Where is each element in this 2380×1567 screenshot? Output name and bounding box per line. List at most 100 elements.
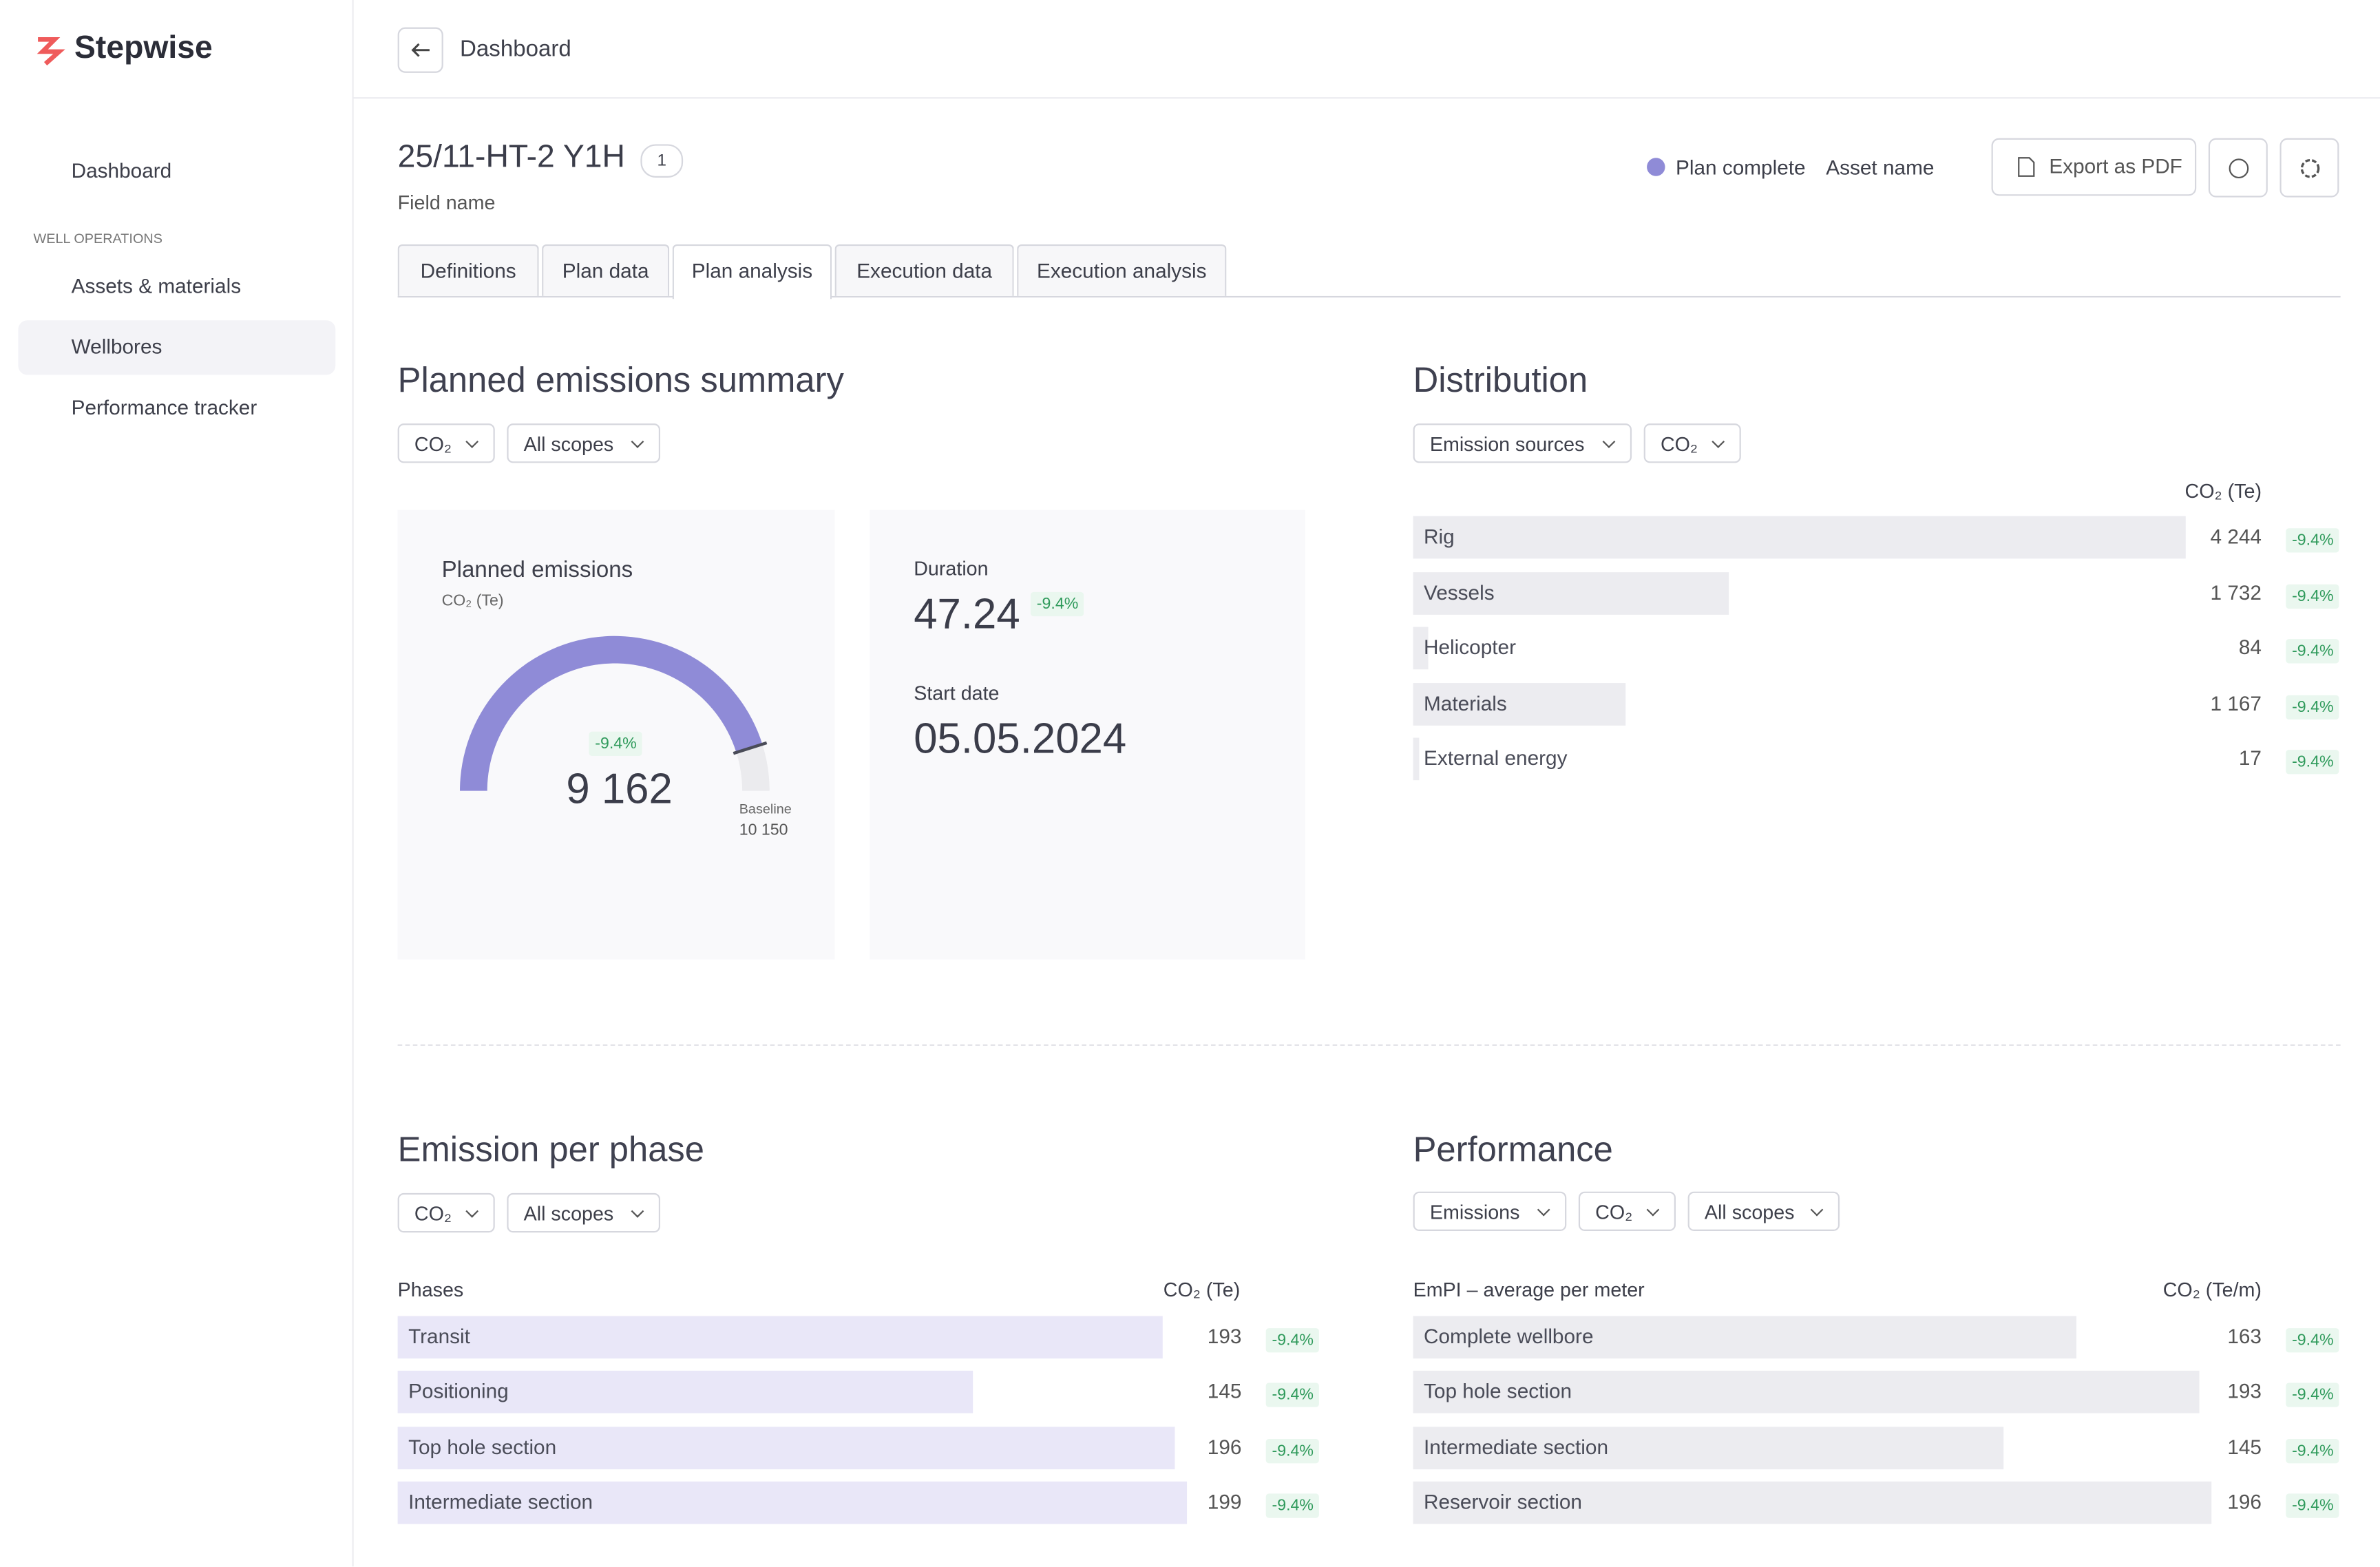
- row-value: 193: [1207, 1325, 1242, 1348]
- dropdown[interactable]: CO₂: [397, 423, 495, 463]
- row-label: Intermediate section: [408, 1490, 593, 1513]
- marker: [733, 741, 768, 755]
- divider: [352, 97, 2380, 99]
- start-value: 05.05.2024: [914, 715, 1127, 762]
- dropdown[interactable]: All scopes: [1687, 1191, 1840, 1232]
- row-value: 84: [2238, 635, 2262, 659]
- row-value: 145: [1207, 1380, 1242, 1403]
- bar: [1413, 1426, 2004, 1469]
- section-title: Distribution: [1413, 359, 1588, 399]
- dropdown[interactable]: CO₂: [397, 1192, 495, 1233]
- bar: [1413, 516, 2186, 559]
- change: -9.4%: [2286, 694, 2340, 719]
- row-label: Transit: [408, 1325, 470, 1348]
- nav-item[interactable]: Dashboard: [71, 159, 172, 182]
- start-label: Start date: [914, 681, 1000, 704]
- tab[interactable]: Plan data: [542, 244, 670, 296]
- dropdown[interactable]: CO₂: [1643, 423, 1741, 463]
- bar: [1413, 1316, 2077, 1359]
- logo: [36, 37, 65, 66]
- sidebar: [0, 0, 354, 1567]
- column-head: CO₂ (Te): [2184, 479, 2262, 503]
- column-head: CO₂ (Te/m): [2162, 1278, 2262, 1301]
- stats-card: [870, 509, 1306, 960]
- column-head: CO₂ (Te): [1163, 1278, 1241, 1301]
- gauge-value: 9 162: [566, 765, 673, 812]
- row-value: 145: [2227, 1435, 2262, 1458]
- bar: [1413, 1481, 2212, 1524]
- change: -9.4%: [1030, 591, 1085, 617]
- column-head: EmPI – average per meter: [1413, 1278, 1645, 1301]
- brand: Stepwise: [74, 30, 213, 65]
- duration-value: 47.24: [914, 590, 1020, 638]
- tab[interactable]: Definitions: [397, 244, 539, 296]
- section-title: Performance: [1413, 1129, 1613, 1169]
- nav-item[interactable]: Assets & materials: [71, 275, 242, 298]
- settings-button[interactable]: [2279, 138, 2339, 198]
- gauge-title: Planned emissions: [441, 557, 633, 583]
- row-label: Helicopter: [1424, 635, 1517, 659]
- row-label: Top hole section: [1424, 1380, 1572, 1403]
- bar: [1413, 682, 1626, 725]
- row-value: 1 732: [2210, 580, 2262, 604]
- tab[interactable]: Execution data: [834, 244, 1014, 296]
- tab[interactable]: Plan analysis: [672, 244, 832, 299]
- row-label: Top hole section: [408, 1435, 557, 1458]
- baseline-label: Baseline: [739, 801, 792, 817]
- row-label: Positioning: [408, 1380, 509, 1403]
- dropdown[interactable]: CO₂: [1578, 1191, 1676, 1232]
- change: -9.4%: [2286, 1383, 2340, 1408]
- row-label: Vessels: [1424, 580, 1495, 604]
- change: -9.4%: [2286, 583, 2340, 608]
- row-label: Materials: [1424, 691, 1507, 715]
- row-value: 163: [2227, 1325, 2262, 1348]
- bar: [1413, 627, 1429, 670]
- row-label: External energy: [1424, 746, 1568, 770]
- section-title: Planned emissions summary: [397, 359, 844, 399]
- bar: [397, 1371, 973, 1414]
- bar: [1413, 1371, 2200, 1414]
- info-button[interactable]: [2208, 138, 2268, 198]
- section-title: Emission per phase: [397, 1129, 704, 1169]
- row-value: 17: [2238, 746, 2262, 770]
- nav-item[interactable]: Performance tracker: [71, 396, 257, 419]
- row-value: 199: [1207, 1490, 1242, 1513]
- back-button[interactable]: [397, 27, 443, 73]
- row-value: 1 167: [2210, 691, 2262, 715]
- change: -9.4%: [2286, 528, 2340, 553]
- value-arc: [460, 635, 763, 791]
- dropdown[interactable]: Emission sources: [1413, 423, 1632, 463]
- gauge: [460, 635, 770, 791]
- bar: [397, 1481, 1188, 1524]
- status-dot: [1647, 158, 1665, 176]
- asset: Asset name: [1826, 156, 1935, 180]
- tab[interactable]: Execution analysis: [1017, 244, 1227, 296]
- row-value: 196: [2227, 1490, 2262, 1513]
- export-button[interactable]: Export as PDF: [1991, 138, 2197, 196]
- row-value: 193: [2227, 1380, 2262, 1403]
- column-head: Phases: [397, 1278, 464, 1301]
- row-label: Rig: [1424, 525, 1455, 548]
- status: Plan complete: [1675, 156, 1806, 180]
- dropdown[interactable]: All scopes: [507, 1192, 661, 1233]
- breadcrumb: Dashboard: [460, 36, 571, 63]
- bar: [397, 1426, 1175, 1469]
- well-title: 25/11-HT-2 Y1H: [397, 139, 625, 175]
- row-label: Reservoir section: [1424, 1490, 1582, 1513]
- change: -9.4%: [2286, 1438, 2340, 1463]
- export-label: Export as PDF: [2049, 154, 2182, 178]
- change: -9.4%: [2286, 639, 2340, 664]
- nav-section: WELL OPERATIONS: [33, 231, 162, 246]
- dropdown[interactable]: Emissions: [1413, 1191, 1567, 1232]
- change: -9.4%: [2286, 750, 2340, 775]
- nav-item[interactable]: Wellbores: [18, 320, 336, 375]
- bar: [397, 1316, 1163, 1359]
- gauge-unit: CO₂ (Te): [441, 591, 504, 611]
- subtitle: Field name: [397, 191, 496, 214]
- dropdown[interactable]: All scopes: [507, 423, 661, 463]
- bar: [1413, 571, 1729, 614]
- change: -9.4%: [1265, 1328, 1320, 1353]
- row-value: 196: [1207, 1435, 1242, 1458]
